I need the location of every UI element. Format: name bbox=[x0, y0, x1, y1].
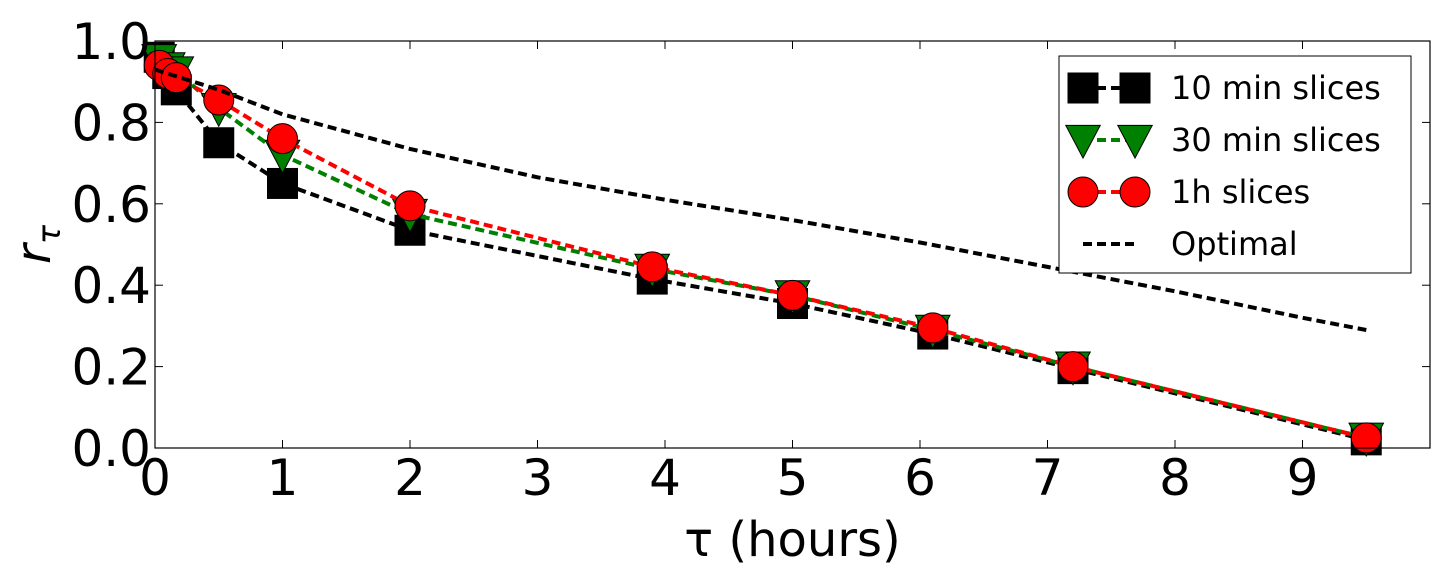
y-tick-label: 0.8 bbox=[71, 94, 151, 152]
series-optimal bbox=[154, 67, 1367, 332]
series-layer bbox=[141, 41, 1385, 458]
data-point-1h-slices bbox=[203, 84, 235, 116]
legend-item-1h-slices: 1h slices bbox=[1067, 173, 1310, 211]
y-tick-label: 0.0 bbox=[71, 420, 151, 478]
legend-label: 30 min slices bbox=[1171, 121, 1381, 159]
data-point-1h-slices bbox=[267, 123, 298, 155]
data-point-1h-slices bbox=[1057, 351, 1089, 383]
ticks-layer: 0 1 2 3 4 5 6 7 8 9 0.0 0.2 0.4 0.6 0.8 1.0 bbox=[71, 13, 1430, 507]
x-tick-label: 2 bbox=[394, 449, 426, 507]
data-point-1h-slices bbox=[917, 312, 949, 344]
legend: 10 min slices 30 min slices 1h slices Optim… bbox=[1058, 55, 1412, 274]
x-tick-label: 9 bbox=[1287, 449, 1319, 507]
series-line-optimal bbox=[154, 67, 1367, 332]
y-tick-label: 0.2 bbox=[71, 339, 151, 397]
y-axis-label: rτ bbox=[6, 224, 68, 264]
x-tick-label: 5 bbox=[777, 449, 809, 507]
legend-item-optimal: Optimal bbox=[1083, 225, 1298, 263]
x-tick-label: 8 bbox=[1159, 449, 1191, 507]
legend-marker bbox=[1119, 176, 1151, 208]
x-axis-label: τ (hours) bbox=[684, 512, 901, 568]
legend-item-10-min-slices: 10 min slices bbox=[1067, 69, 1381, 107]
y-tick-label: 0.4 bbox=[71, 257, 151, 315]
legend-marker bbox=[1067, 176, 1099, 208]
legend-label: Optimal bbox=[1171, 225, 1298, 263]
data-point-1h-slices bbox=[1350, 422, 1382, 454]
legend-box bbox=[1058, 55, 1412, 274]
x-tick-label: 3 bbox=[522, 449, 554, 507]
data-point-10-min-slices bbox=[203, 127, 235, 159]
legend-label: 1h slices bbox=[1171, 173, 1310, 211]
data-point-1h-slices bbox=[394, 190, 426, 222]
x-tick-label: 6 bbox=[904, 449, 936, 507]
x-tick-label: 0 bbox=[139, 449, 171, 507]
legend-marker bbox=[1116, 124, 1154, 160]
x-tick-label: 4 bbox=[649, 449, 681, 507]
x-tick-label: 1 bbox=[267, 449, 299, 507]
legend-marker bbox=[1119, 72, 1151, 104]
legend-item-30-min-slices: 30 min slices bbox=[1064, 121, 1381, 160]
x-tick-label: 7 bbox=[1032, 449, 1064, 507]
legend-marker bbox=[1064, 124, 1102, 160]
y-tick-label: 1.0 bbox=[71, 13, 151, 71]
data-point-1h-slices bbox=[636, 251, 668, 283]
legend-marker bbox=[1067, 72, 1099, 104]
legend-label: 10 min slices bbox=[1171, 69, 1381, 107]
y-tick-label: 0.6 bbox=[71, 176, 151, 234]
data-point-1h-slices bbox=[777, 279, 808, 311]
